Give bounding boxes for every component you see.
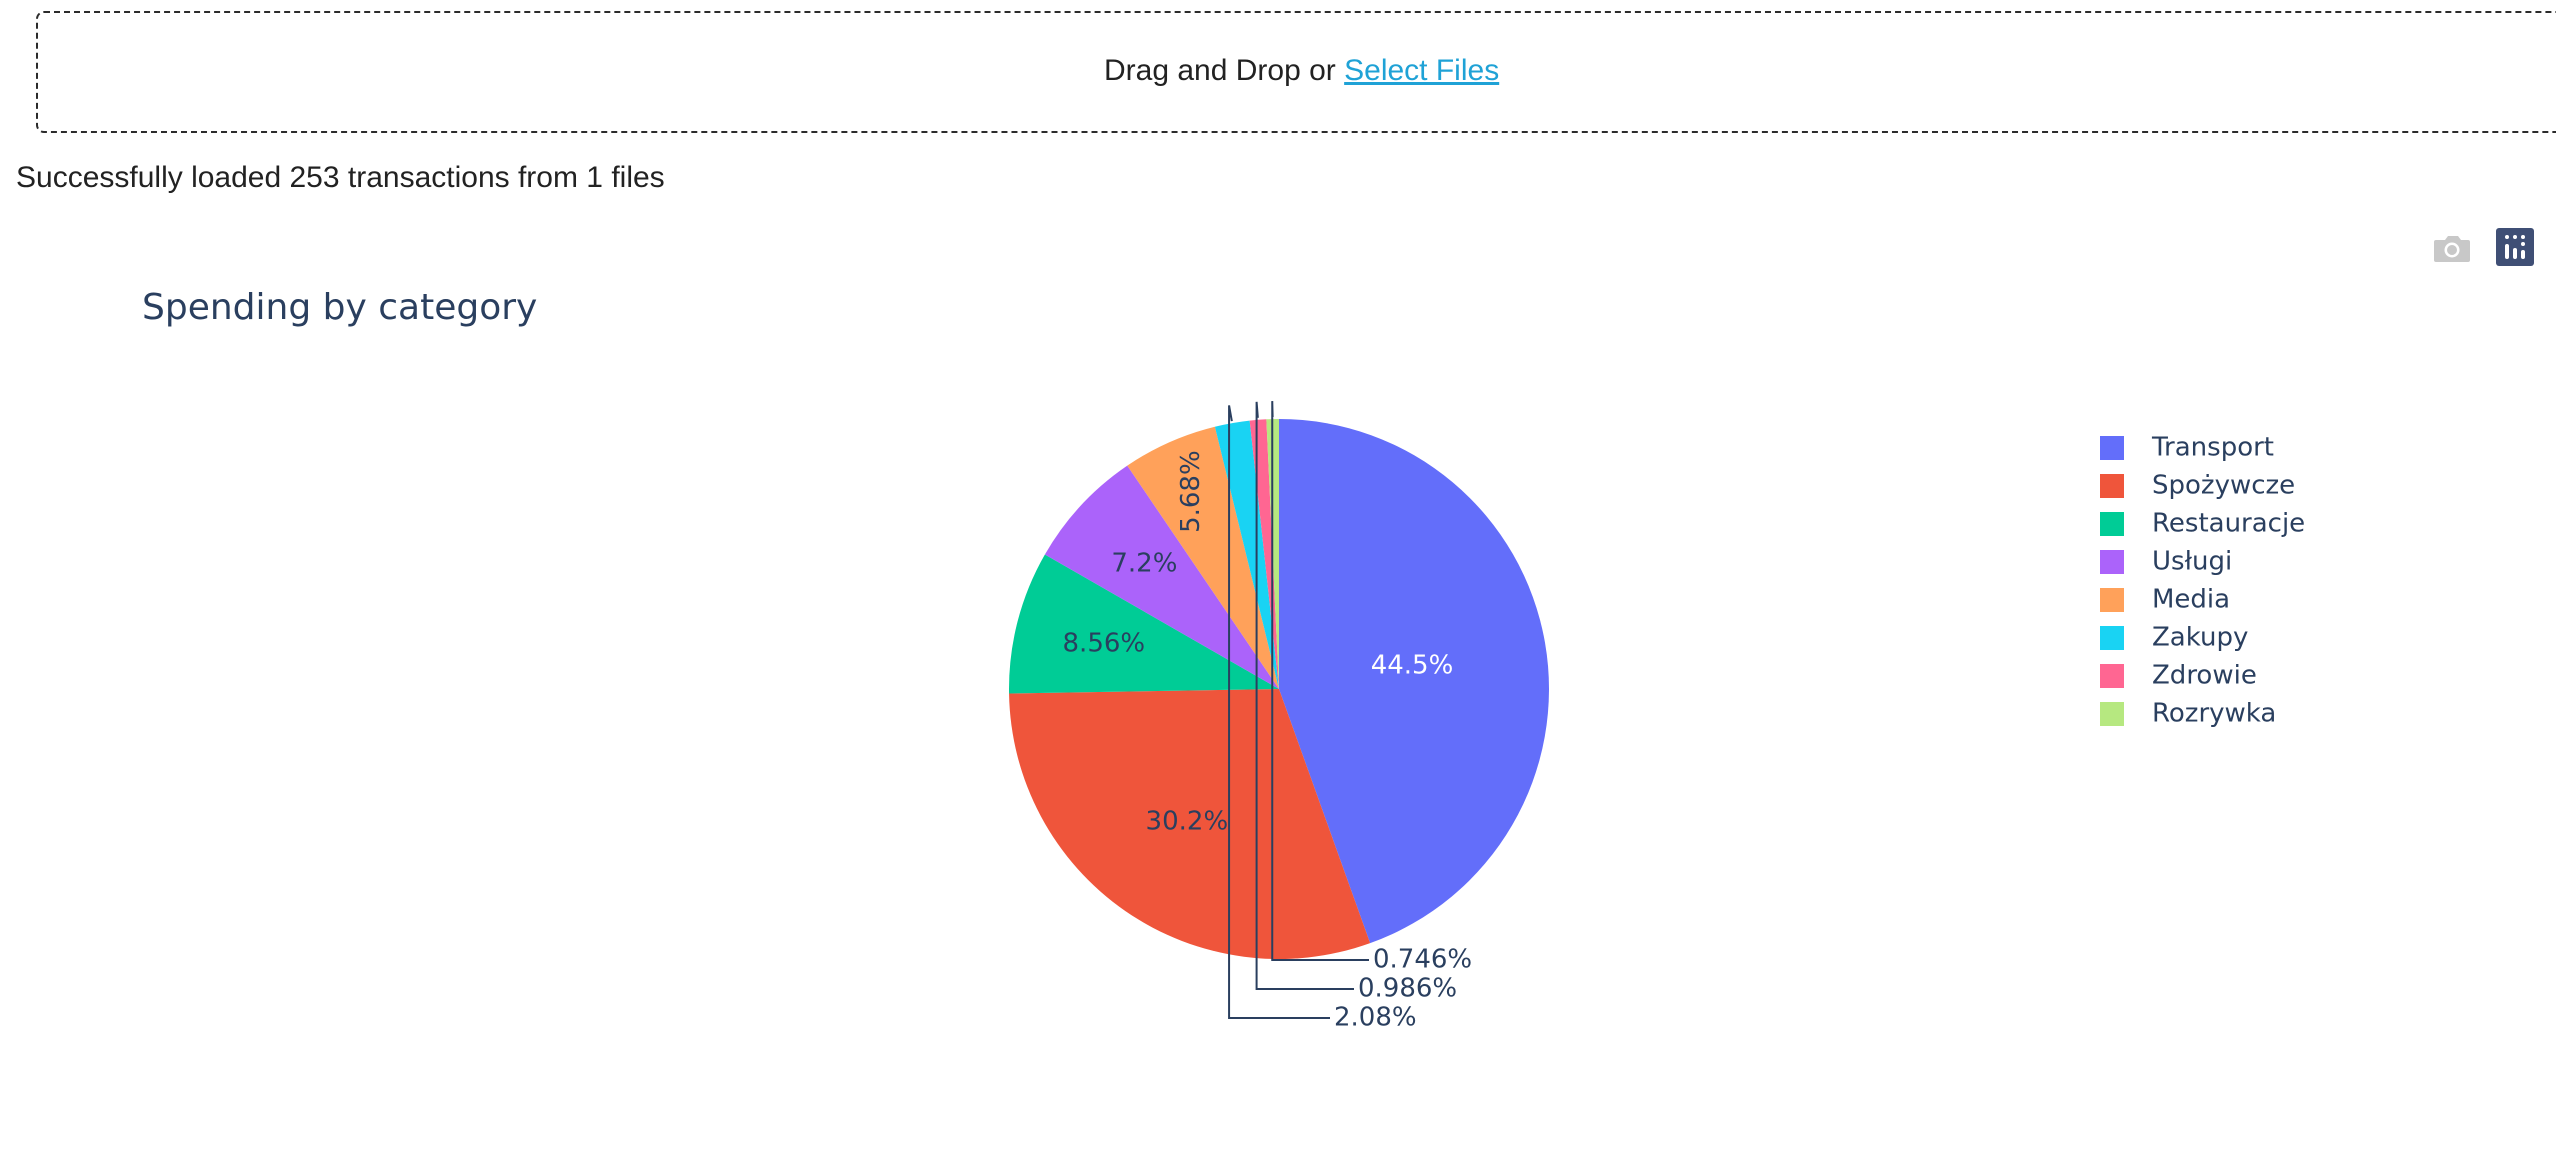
chart-title: Spending by category <box>142 287 537 328</box>
camera-icon[interactable] <box>2430 228 2474 270</box>
legend-item-media[interactable]: Media <box>2100 585 2230 615</box>
legend-item-rozrywka[interactable]: Rozrywka <box>2100 699 2276 729</box>
legend-swatch <box>2100 626 2124 650</box>
legend-item-zakupy[interactable]: Zakupy <box>2100 623 2248 653</box>
legend-item-zdrowie[interactable]: Zdrowie <box>2100 661 2257 691</box>
legend-label: Usługi <box>2152 547 2232 577</box>
legend-swatch <box>2100 702 2124 726</box>
legend-label: Zakupy <box>2152 623 2248 653</box>
pie-slice-uslugi[interactable] <box>1044 465 1279 689</box>
legend-swatch <box>2100 588 2124 612</box>
slice-label-transport: 44.5% <box>1371 650 1454 680</box>
legend-label: Zdrowie <box>2152 661 2257 691</box>
legend-label: Media <box>2152 585 2230 615</box>
legend-swatch <box>2100 512 2124 536</box>
slice-label-zakupy: 2.08% <box>1334 1003 1417 1033</box>
drop-zone-text: Drag and Drop or Select Files <box>1104 54 1499 88</box>
pie-slice-transport[interactable] <box>1279 419 1549 944</box>
drop-zone-prompt: Drag and Drop or <box>1104 54 1336 87</box>
pie-slice-labels: 44.5% 30.2% 8.56% 7.2% 5.68% 0.746%0.986%2.08… <box>1063 401 1472 1033</box>
leader-line-zakupy <box>1228 405 1330 1019</box>
pie-slices <box>1009 419 1549 959</box>
pie-slice-media[interactable] <box>1127 426 1279 689</box>
slice-label-media: 5.68% <box>1176 450 1206 533</box>
leader-line-zdrowie <box>1255 401 1354 990</box>
chart-legend[interactable]: Transport Spożywcze Restauracje Usługi Media… <box>2100 433 2305 729</box>
legend-label: Transport <box>2151 433 2274 463</box>
slice-label-zdrowie: 0.986% <box>1358 974 1457 1004</box>
legend-label: Restauracje <box>2152 509 2305 539</box>
legend-label: Spożywcze <box>2152 471 2295 501</box>
legend-swatch <box>2100 550 2124 574</box>
file-drop-zone[interactable] <box>36 11 2556 133</box>
chart-modebar <box>2430 228 2548 270</box>
pie-slice-spozywcze[interactable] <box>1009 689 1371 959</box>
slice-label-restauracje: 8.56% <box>1063 628 1146 658</box>
legend-swatch <box>2100 664 2124 688</box>
slice-label-rozrywka: 0.746% <box>1373 945 1472 975</box>
legend-item-spozywcze[interactable]: Spożywcze <box>2100 471 2295 501</box>
legend-swatch <box>2100 436 2124 460</box>
pie-slice-restauracje[interactable] <box>1009 554 1279 694</box>
status-message: Successfully loaded 253 transactions fro… <box>16 161 665 194</box>
legend-item-restauracje[interactable]: Restauracje <box>2100 509 2305 539</box>
select-files-link[interactable]: Select Files <box>1344 54 1500 87</box>
slice-label-uslugi: 7.2% <box>1111 549 1177 579</box>
slice-label-spozywcze: 30.2% <box>1146 807 1229 837</box>
leader-line-rozrywka <box>1271 401 1369 961</box>
legend-label: Rozrywka <box>2152 699 2276 729</box>
plotly-logo-icon[interactable] <box>2496 228 2540 270</box>
pie-slice-zakupy[interactable] <box>1214 420 1279 689</box>
legend-swatch <box>2100 474 2124 498</box>
legend-item-uslugi[interactable]: Usługi <box>2100 547 2232 577</box>
legend-item-transport[interactable]: Transport <box>2100 433 2274 463</box>
